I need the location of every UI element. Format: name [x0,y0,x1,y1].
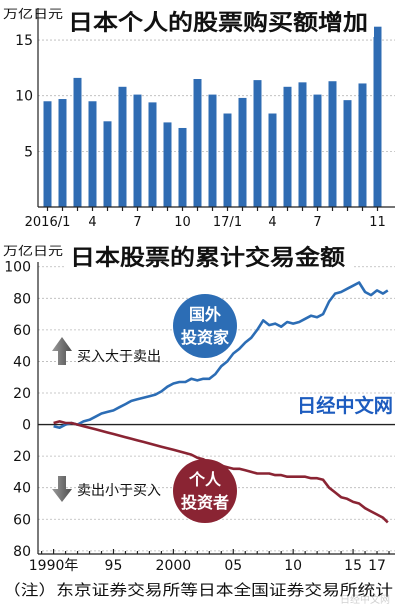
top-title-box [64,4,374,37]
top-y-unit-label: 万亿日元 [3,6,63,21]
top-y-tick-labels: 5 10 15 [15,33,33,160]
top-x-tick-label: 2016/1 [25,215,71,230]
bottom-chart-title: 日本股票的累计交易金额 [70,245,345,271]
top-x-tick-label: 11 [369,215,386,230]
bottom-x-tick-label: 1990年 [29,558,79,574]
bottom-x-tick-label: 2000 [156,558,192,574]
bottom-x-tick-label: 17 [368,558,386,574]
annotation-below-zero: 卖出小于买入 [77,483,161,499]
bottom-y-tick-label: 40 [13,481,31,497]
bar [103,121,112,207]
top-chart-title: 日本个人的股票购买额增加 [68,10,368,36]
bottom-y-tick-label: 20 [13,386,31,402]
bar [178,127,187,207]
bottom-line-chart: 100 80 60 40 20 0 20 40 60 80 1990年 95 2000 05 10 15 17… [3,240,395,574]
bar [193,79,202,207]
source-note: （注）东京证券交易所等日本全国证券交易所统计 [3,581,393,599]
top-y-tick-label: 5 [24,144,33,160]
bar [148,102,157,207]
bottom-y-tick-label: 80 [13,544,31,560]
watermark-logo: 日经中文网 [297,394,393,417]
series-label-individual: 个人 投资者 [173,459,237,523]
top-bars [43,26,382,207]
top-y-tick-label: 10 [15,89,33,105]
bar [313,94,322,207]
bar [73,77,82,207]
bar [223,113,232,207]
bottom-x-ticks: 1990年 95 2000 05 10 15 17 [29,549,390,574]
bar [208,94,217,207]
foreign-investor-label-line1: 国外 [189,305,221,324]
down-arrow-icon [52,476,72,502]
bottom-y-tick-label: 80 [13,291,31,307]
bottom-y-tick-label: 0 [22,418,31,434]
bar [58,99,67,207]
bottom-y-unit-label: 万亿日元 [3,243,63,258]
top-x-tick-label: 7 [133,215,141,230]
bar [268,113,277,207]
bar [283,86,292,207]
top-x-tick-label: 4 [88,215,96,230]
bottom-y-tick-label: 20 [13,449,31,465]
bottom-y-tick-label: 60 [13,512,31,528]
foreign-investor-bubble [173,294,237,358]
bottom-x-tick-label: 05 [224,558,242,574]
foreign-investor-line [53,281,389,429]
individual-investor-label-line1: 个人 [188,470,222,489]
bar [118,86,127,207]
bottom-x-tick-label: 95 [105,558,123,574]
bottom-y-tick-label: 100 [4,260,31,276]
bottom-x-tick-label: 10 [284,558,302,574]
bottom-y-tick-labels: 100 80 60 40 20 0 20 40 60 80 [4,260,31,560]
bottom-y-tick-label: 40 [13,354,31,370]
bottom-y-tick-label: 60 [13,323,31,339]
bar [133,94,142,207]
top-x-ticks: 2016/1 4 7 10 17/1 4 7 11 [25,207,386,230]
individual-investor-bubble [173,459,237,523]
individual-investor-label-line2: 投资者 [181,493,229,512]
up-arrow-icon [52,337,72,365]
series-label-foreign: 国外 投资家 [173,294,237,358]
top-x-tick-label: 7 [313,215,321,230]
bar [43,101,52,207]
watermark-small: 日经中文网 [340,593,390,606]
top-x-tick-label: 10 [174,215,191,230]
bar [328,81,337,207]
bar [238,97,247,207]
top-bar-chart: 5 10 15 2016/1 4 7 10 17/1 4 7 11 日本个人的股票购买额增加 万亿… [3,4,395,230]
bottom-title-box [66,240,352,270]
bar [373,26,382,207]
bar [253,80,262,207]
top-y-tick-label: 15 [15,33,33,49]
bar [298,82,307,207]
bar [88,101,97,207]
bottom-x-tick-label: 15 [344,558,362,574]
bar [358,83,367,207]
bar [343,100,352,207]
top-x-tick-label: 17/1 [213,215,242,230]
foreign-investor-label-line2: 投资家 [181,328,230,347]
bar [163,122,172,207]
annotation-above-zero: 买入大于卖出 [77,349,161,365]
top-x-tick-label: 4 [268,215,276,230]
